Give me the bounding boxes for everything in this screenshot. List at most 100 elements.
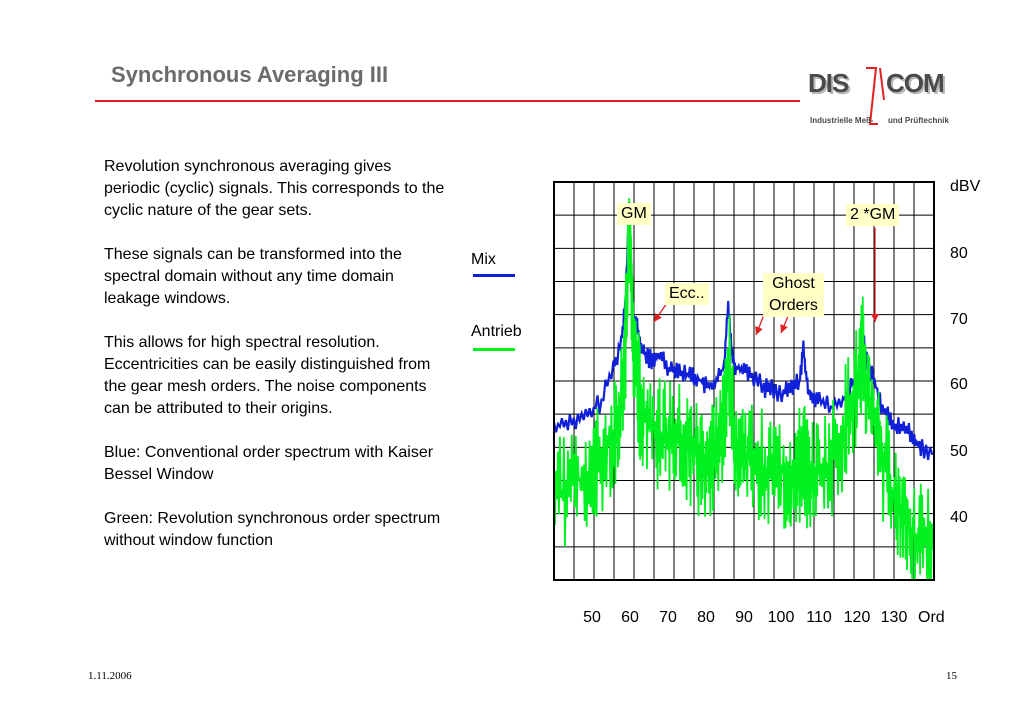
callout-ghost-line2: Orders	[769, 297, 818, 314]
data-point-mix	[699, 380, 702, 382]
logo-wave-icon	[866, 67, 885, 125]
data-point-mix	[913, 439, 916, 442]
legend-mix-line	[473, 274, 515, 277]
data-point-mix	[667, 366, 670, 369]
slide-title: Synchronous Averaging III	[111, 62, 389, 87]
data-point-antrieb	[850, 400, 852, 402]
footer-date: 1.11.2006	[88, 670, 132, 682]
logo-subtitle-left: Industrielle Meß-	[810, 116, 874, 125]
data-point-mix	[731, 353, 733, 356]
x-axis-unit-label: Ord	[918, 609, 945, 626]
x-tick-label: 110	[806, 609, 832, 626]
data-point-antrieb	[624, 353, 627, 356]
data-point-antrieb	[889, 486, 892, 488]
x-tick-label: 100	[767, 609, 795, 626]
data-point-antrieb	[691, 453, 694, 455]
data-point-antrieb	[731, 413, 733, 415]
data-point-antrieb	[921, 539, 923, 541]
data-point-mix	[652, 360, 654, 362]
data-point-antrieb	[660, 433, 662, 435]
data-point-antrieb	[842, 433, 844, 435]
data-point-antrieb	[743, 453, 745, 455]
data-point-mix	[905, 426, 908, 429]
data-point-mix	[660, 353, 662, 356]
data-point-antrieb	[600, 459, 603, 462]
data-point-mix	[588, 413, 591, 415]
y-tick-label: 80	[950, 245, 968, 262]
plot-frame	[553, 181, 935, 581]
data-point-mix	[576, 420, 579, 422]
legend-antrieb-line	[473, 348, 515, 351]
data-point-antrieb	[830, 459, 832, 462]
x-tick-label: 70	[659, 609, 677, 626]
data-point-antrieb	[707, 459, 710, 462]
legend-mix-label: Mix	[471, 251, 496, 268]
data-point-antrieb	[632, 340, 634, 343]
data-point-antrieb	[770, 473, 773, 475]
data-point-mix	[850, 386, 852, 389]
data-point-antrieb	[762, 466, 765, 469]
y-tick-label: 60	[950, 376, 968, 393]
data-point-antrieb	[873, 420, 876, 422]
data-point-mix	[612, 366, 615, 369]
data-point-antrieb	[861, 353, 864, 356]
x-tick-label: 80	[697, 609, 715, 626]
data-point-antrieb	[790, 473, 793, 475]
data-point-mix	[842, 400, 844, 402]
data-point-mix	[810, 393, 813, 396]
data-point-mix	[620, 340, 623, 343]
annotation-arrowhead	[654, 313, 662, 322]
data-point-antrieb	[735, 446, 737, 449]
y-tick-label: 50	[950, 443, 968, 460]
data-point-mix	[782, 393, 785, 396]
annotation-arrowhead	[871, 314, 879, 322]
data-point-antrieb	[806, 473, 809, 475]
data-point-mix	[762, 386, 765, 389]
description-text: Revolution synchronous averaging gives p…	[104, 156, 449, 574]
annotation-arrowhead	[755, 326, 763, 335]
logo-text-com: COM	[886, 68, 945, 98]
data-point-antrieb	[699, 459, 702, 462]
data-point-mix	[798, 380, 801, 382]
data-point-mix	[727, 300, 729, 303]
callout-ghost-orders: Ghost Orders	[763, 273, 824, 317]
data-point-antrieb	[576, 479, 579, 482]
data-point-mix	[644, 353, 646, 356]
title-divider	[95, 100, 800, 102]
data-point-mix	[675, 366, 678, 369]
data-point-antrieb	[652, 426, 654, 429]
discom-logo: DIS COM Industrielle Meß- und Prüftechni…	[808, 62, 958, 132]
data-point-antrieb	[881, 459, 884, 462]
data-point-antrieb	[620, 393, 623, 396]
paragraph-1: Revolution synchronous averaging gives p…	[104, 158, 445, 219]
data-point-mix	[818, 400, 821, 402]
data-point-antrieb	[913, 532, 916, 535]
data-point-mix	[897, 426, 900, 429]
callout-gm: GM	[617, 203, 651, 225]
data-point-mix	[921, 446, 923, 449]
data-point-antrieb	[723, 420, 726, 422]
paragraph-5: Green: Revolution synchronous order spec…	[104, 510, 441, 549]
x-tick-label: 50	[583, 609, 601, 626]
data-point-mix	[889, 420, 892, 422]
logo-text-dis: DIS	[808, 68, 849, 98]
y-tick-label: 70	[950, 311, 968, 328]
data-point-antrieb	[727, 353, 729, 356]
data-point-antrieb	[810, 479, 813, 482]
data-point-mix	[743, 366, 745, 369]
data-point-antrieb	[675, 439, 678, 442]
data-point-mix	[830, 406, 832, 409]
data-point-mix	[707, 386, 710, 389]
annotation-arrowhead	[780, 324, 788, 333]
data-point-mix	[873, 380, 876, 382]
paragraph-4: Blue: Conventional order spectrum with K…	[104, 444, 434, 483]
data-point-antrieb	[802, 453, 805, 455]
data-point-mix	[715, 380, 718, 382]
data-point-antrieb	[897, 506, 900, 508]
x-tick-label: 90	[735, 609, 753, 626]
data-point-antrieb	[798, 466, 801, 469]
page-number: 15	[946, 670, 957, 682]
legend-antrieb-label: Antrieb	[471, 323, 522, 340]
data-point-antrieb	[818, 473, 821, 475]
